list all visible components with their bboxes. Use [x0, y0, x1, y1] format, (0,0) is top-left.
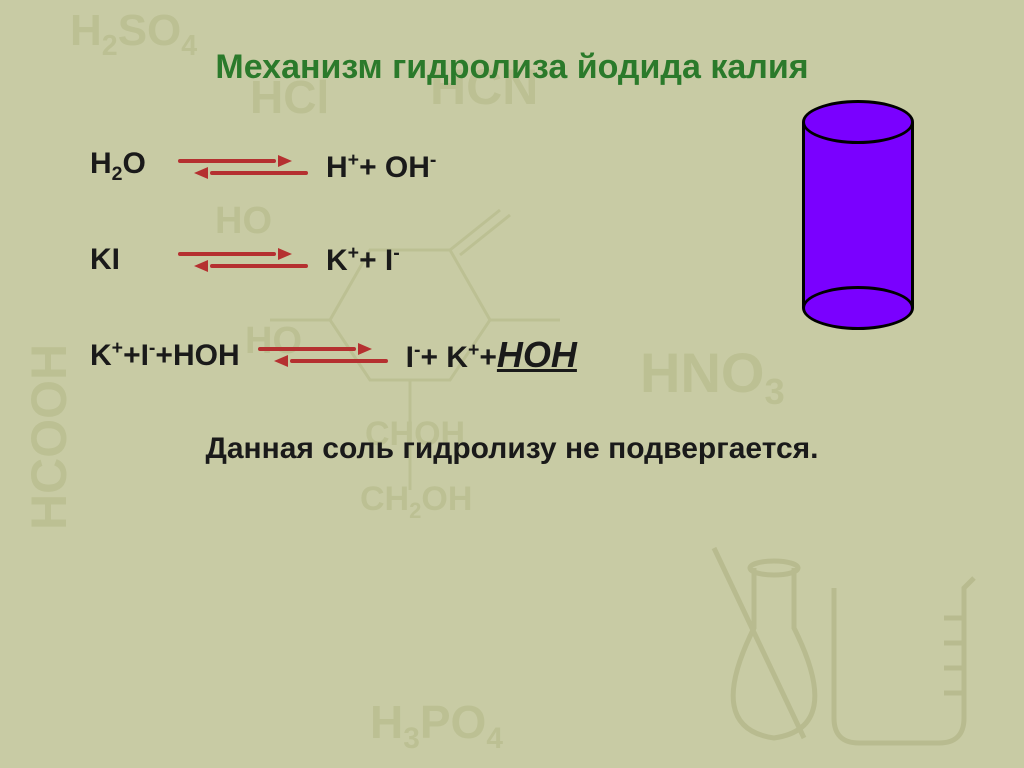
superscript: +	[468, 339, 479, 362]
equilibrium-arrows	[178, 153, 308, 181]
equation-text: + OH	[359, 151, 430, 185]
equations-block: H2OH+ + OH-KIK+ + I-K+ +I- +HOHI- + K+ +…	[90, 147, 934, 376]
equation-text: K	[90, 339, 112, 373]
equation-text: H	[326, 151, 348, 185]
equation-right: H+ + OH-	[326, 149, 436, 185]
equation-right: I- + K+ + HOH	[406, 334, 577, 376]
equation-left: KI	[90, 243, 160, 277]
equation-text: K	[326, 244, 348, 278]
equilibrium-arrows	[178, 246, 308, 274]
superscript: +	[348, 242, 359, 265]
footer-text: Данная соль гидролизу не подвергается.	[90, 432, 934, 466]
equation-left: K+ +I- +HOH	[90, 337, 240, 373]
equation-row-2: KI K+ + I-	[90, 242, 934, 278]
slide-title: Механизм гидролиза йодида калия	[90, 48, 934, 87]
superscript: -	[430, 149, 437, 172]
equation-text: I	[406, 341, 414, 375]
equation-row-3: K+ +I- +HOH I- + K+ + HOH	[90, 334, 934, 376]
superscript: +	[348, 149, 359, 172]
equation-left: H2O	[90, 147, 160, 186]
equilibrium-arrows	[258, 341, 388, 369]
equation-text: +	[479, 341, 497, 375]
equation-row-1: H2OH+ + OH-	[90, 147, 934, 186]
superscript: +	[112, 337, 123, 360]
superscript: -	[393, 242, 400, 265]
equation-text: + K	[420, 341, 468, 375]
equation-text: +I	[123, 339, 149, 373]
slide-content: Механизм гидролиза йодида калия H2OH+ + …	[0, 0, 1024, 768]
equation-text: O	[123, 147, 146, 181]
equation-text: KI	[90, 243, 120, 277]
equation-right: K+ + I-	[326, 242, 400, 278]
equation-text: +HOH	[155, 339, 239, 373]
emphasized-species: HOH	[497, 334, 577, 376]
subscript: 2	[112, 163, 123, 186]
equation-text: + I	[359, 244, 393, 278]
equation-text: H	[90, 147, 112, 181]
